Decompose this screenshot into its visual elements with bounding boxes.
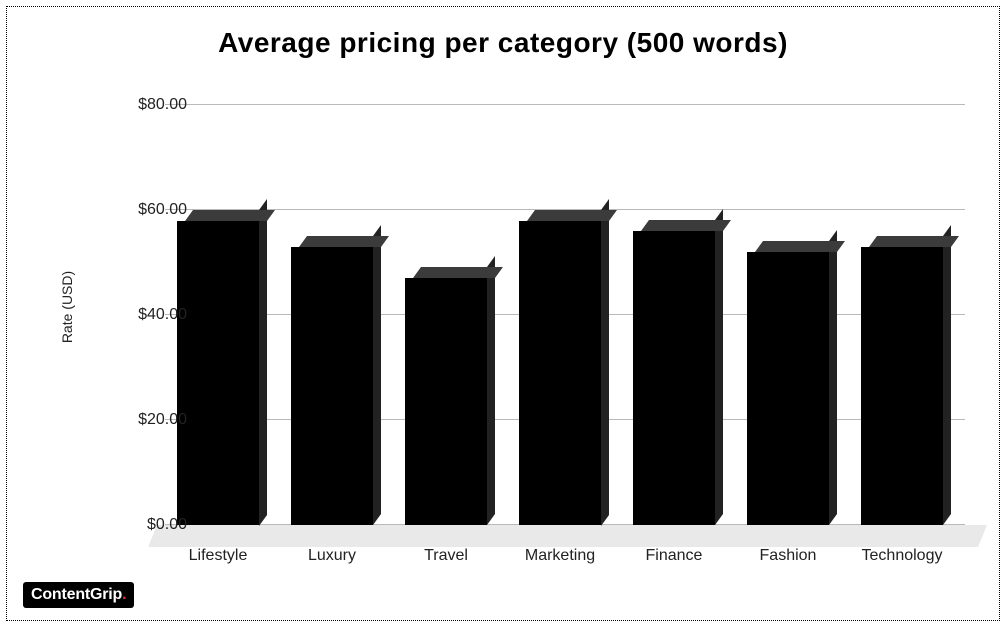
x-tick-label: Fashion bbox=[733, 547, 843, 565]
bar bbox=[747, 252, 829, 525]
x-tick-label: Marketing bbox=[505, 547, 615, 565]
bar-top-face bbox=[519, 210, 601, 221]
bar bbox=[177, 221, 259, 526]
chart-title: Average pricing per category (500 words) bbox=[7, 27, 999, 59]
bar-top-face bbox=[861, 236, 943, 247]
bar bbox=[405, 278, 487, 525]
y-tick-label: $0.00 bbox=[117, 516, 187, 534]
bar-side-face bbox=[601, 198, 609, 525]
brand-logo: ContentGrip. bbox=[23, 582, 134, 608]
bar-top-face bbox=[747, 241, 829, 252]
bar-side-face bbox=[715, 209, 723, 525]
bar-side-face bbox=[487, 256, 495, 525]
y-tick-label: $20.00 bbox=[117, 411, 187, 429]
x-tick-label: Lifestyle bbox=[163, 547, 273, 565]
plot-floor bbox=[148, 525, 987, 547]
bar-side-face bbox=[829, 230, 837, 525]
logo-dot: . bbox=[122, 586, 126, 603]
bar bbox=[861, 247, 943, 525]
bar bbox=[633, 231, 715, 525]
bar-top-face bbox=[291, 236, 373, 247]
logo-text-prefix: Content bbox=[31, 586, 90, 603]
bar bbox=[291, 247, 373, 525]
x-tick-label: Finance bbox=[619, 547, 729, 565]
y-axis-label: Rate (USD) bbox=[59, 271, 75, 343]
logo-text-suffix: Grip bbox=[90, 586, 122, 603]
bars-container bbox=[165, 105, 965, 525]
y-tick-label: $80.00 bbox=[117, 96, 187, 114]
y-tick-label: $40.00 bbox=[117, 306, 187, 324]
bar-side-face bbox=[373, 225, 381, 525]
chart-frame: Average pricing per category (500 words)… bbox=[6, 6, 1000, 621]
y-tick-label: $60.00 bbox=[117, 201, 187, 219]
plot-area bbox=[165, 105, 965, 525]
bar-side-face bbox=[943, 225, 951, 525]
bar-top-face bbox=[633, 220, 715, 231]
bar-top-face bbox=[405, 267, 487, 278]
x-tick-label: Travel bbox=[391, 547, 501, 565]
x-tick-label: Technology bbox=[847, 547, 957, 565]
bar-top-face bbox=[177, 210, 259, 221]
bar-side-face bbox=[259, 198, 267, 525]
bar bbox=[519, 221, 601, 526]
x-tick-label: Luxury bbox=[277, 547, 387, 565]
